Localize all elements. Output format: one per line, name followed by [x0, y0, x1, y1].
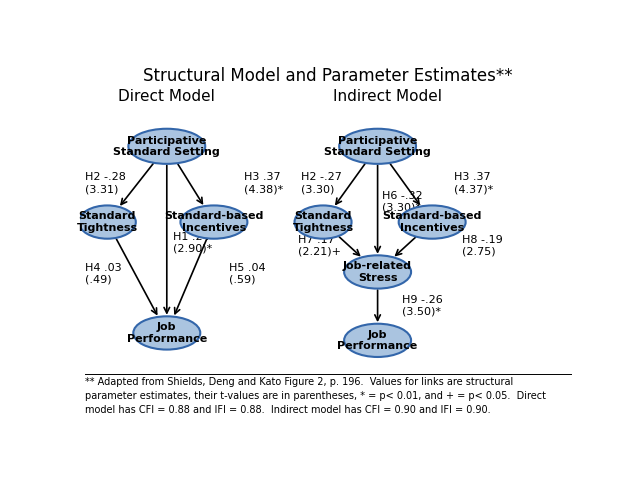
Text: Standard-based
Incentives: Standard-based Incentives	[164, 211, 264, 233]
Text: Direct Model: Direct Model	[118, 89, 215, 104]
Text: Standard
Tightness: Standard Tightness	[292, 211, 354, 233]
Ellipse shape	[79, 205, 136, 239]
Text: H3 .37
(4.37)*: H3 .37 (4.37)*	[454, 172, 493, 194]
Ellipse shape	[180, 205, 248, 239]
Ellipse shape	[129, 129, 205, 164]
Text: Indirect Model: Indirect Model	[333, 89, 442, 104]
Ellipse shape	[344, 324, 411, 357]
Text: Standard-based
Incentives: Standard-based Incentives	[383, 211, 482, 233]
Text: H9 -.26
(3.50)*: H9 -.26 (3.50)*	[403, 295, 443, 317]
Text: H1 .24
(2.90)*: H1 .24 (2.90)*	[173, 232, 212, 253]
Ellipse shape	[399, 205, 466, 239]
Ellipse shape	[339, 129, 416, 164]
Ellipse shape	[344, 255, 411, 288]
Text: H2 -.28
(3.31): H2 -.28 (3.31)	[85, 172, 126, 194]
Text: H4 .03
(.49): H4 .03 (.49)	[85, 263, 122, 285]
Text: ** Adapted from Shields, Deng and Kato Figure 2, p. 196.  Values for links are s: ** Adapted from Shields, Deng and Kato F…	[85, 377, 546, 415]
Text: H5 .04
(.59): H5 .04 (.59)	[229, 263, 266, 285]
Ellipse shape	[133, 316, 200, 349]
Text: Participative
Standard Setting: Participative Standard Setting	[113, 135, 220, 157]
Text: Job
Performance: Job Performance	[127, 322, 207, 344]
Text: Job
Performance: Job Performance	[337, 330, 418, 351]
Text: H3 .37
(4.38)*: H3 .37 (4.38)*	[244, 172, 283, 194]
Text: H8 -.19
(2.75): H8 -.19 (2.75)	[462, 235, 502, 257]
Ellipse shape	[294, 205, 351, 239]
Text: Participative
Standard Setting: Participative Standard Setting	[324, 135, 431, 157]
Text: Standard
Tightness: Standard Tightness	[77, 211, 138, 233]
Text: Structural Model and Parameter Estimates**: Structural Model and Parameter Estimates…	[143, 67, 513, 85]
Text: Job-related
Stress: Job-related Stress	[343, 261, 412, 283]
Text: H6 -.32
(3.30)*: H6 -.32 (3.30)*	[381, 191, 422, 213]
Text: H7 .17
(2.21)+: H7 .17 (2.21)+	[298, 235, 341, 257]
Text: H2 -.27
(3.30): H2 -.27 (3.30)	[301, 172, 342, 194]
